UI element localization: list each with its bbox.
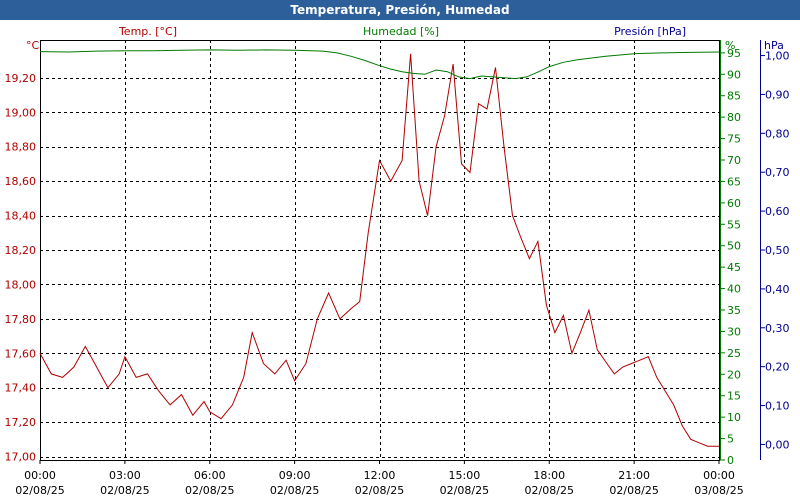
temp-tick-label: 18,00: [5, 278, 37, 291]
humidity-tick-label: 45: [727, 261, 741, 274]
series-layer: [39, 49, 720, 447]
temp-tick-label: 18,20: [5, 244, 37, 257]
x-tick-date: 02/08/25: [15, 484, 64, 497]
x-tick-time: 18:00: [533, 469, 565, 482]
humidity-tick-label: 10: [727, 411, 741, 424]
pressure-tick-label: 0,40: [765, 283, 790, 296]
x-tick-time: 15:00: [449, 469, 481, 482]
humidity-tick-label: 5: [727, 433, 734, 446]
x-tick-time: 03:00: [109, 469, 141, 482]
humidity-series-line: [39, 49, 720, 80]
x-tick-date: 02/08/25: [525, 484, 574, 497]
weather-chart: °C 17,00 17,20 17,40 17,60 17,80 18,00 18,20 18,…: [5, 25, 790, 497]
x-tick-time: 06:00: [194, 469, 226, 482]
chart-title: Temperatura, Presión, Humedad: [0, 0, 800, 20]
x-tick-time: 12:00: [364, 469, 396, 482]
pressure-tick-label: 0,80: [765, 127, 790, 140]
x-tick-date: 02/08/25: [185, 484, 234, 497]
humidity-tick-label: 80: [727, 111, 741, 124]
pressure-tick-label: 0,50: [765, 244, 790, 257]
temp-unit-label: °C: [26, 39, 40, 52]
x-tick-date: 02/08/25: [100, 484, 149, 497]
temp-tick-label: 18,40: [5, 210, 37, 223]
temp-tick-label: 18,80: [5, 141, 37, 154]
temp-tick-label: 17,20: [5, 416, 37, 429]
legend-entry-humidity: Humedad [%]: [363, 25, 439, 38]
legend-entry-temp: Temp. [°C]: [118, 25, 177, 38]
temp-tick-label: 17,60: [5, 347, 37, 360]
humidity-tick-label: 0: [727, 454, 734, 467]
x-tick-date: 02/08/25: [270, 484, 319, 497]
humidity-tick-label: 50: [727, 240, 741, 253]
x-axis: 00:00 02/08/25 03:00 02/08/25 06:00 02/08/25 0…: [15, 460, 744, 497]
temp-axis: °C 17,00 17,20 17,40 17,60 17,80 18,00 18,20 18,…: [5, 39, 40, 464]
x-tick-date: 02/08/25: [609, 484, 658, 497]
temp-tick-label: 19,00: [5, 106, 37, 119]
x-tick-time: 09:00: [279, 469, 311, 482]
humidity-unit-label: %: [725, 39, 735, 52]
humidity-tick-label: 40: [727, 283, 741, 296]
temp-tick-label: 17,80: [5, 313, 37, 326]
legend: Temp. [°C] Humedad [%] Presión [hPa]: [118, 25, 686, 38]
pressure-tick-label: 0,20: [765, 361, 790, 374]
pressure-tick-label: 0,90: [765, 88, 790, 101]
humidity-tick-label: 20: [727, 368, 741, 381]
pressure-tick-label: 1,00: [765, 50, 790, 63]
temp-tick-label: 17,40: [5, 382, 37, 395]
humidity-tick-label: 25: [727, 347, 741, 360]
x-tick-time: 00:00: [703, 469, 735, 482]
pressure-axis: hPa 0,00 0,10 0,20 0,30 0,40 0,50 0,60 0,70 0,80 0…: [760, 39, 790, 460]
temperature-series-line: [39, 53, 719, 447]
grid-lines: [40, 40, 719, 460]
x-tick-date: 02/08/25: [440, 484, 489, 497]
x-tick-date: 03/08/25: [694, 484, 743, 497]
pressure-tick-label: 0,70: [765, 166, 790, 179]
temp-tick-label: 18,60: [5, 175, 37, 188]
pressure-tick-label: 0,00: [765, 438, 790, 451]
humidity-tick-label: 85: [727, 90, 741, 103]
x-tick-time: 21:00: [618, 469, 650, 482]
pressure-tick-label: 0,30: [765, 322, 790, 335]
pressure-unit-label: hPa: [764, 39, 784, 52]
humidity-tick-label: 30: [727, 325, 741, 338]
legend-entry-pressure: Presión [hPa]: [614, 25, 686, 38]
humidity-tick-label: 70: [727, 154, 741, 167]
humidity-tick-label: 65: [727, 175, 741, 188]
pressure-tick-label: 0,10: [765, 400, 790, 413]
humidity-tick-label: 95: [727, 47, 741, 60]
humidity-tick-label: 35: [727, 304, 741, 317]
humidity-tick-label: 55: [727, 218, 741, 231]
temp-tick-label: 17,00: [5, 451, 37, 464]
humidity-axis: % 0 5 10 15 20 25 30 35 40 45 50 55 60 65 70 75 80 85 90 95: [720, 39, 741, 467]
humidity-tick-label: 60: [727, 197, 741, 210]
humidity-tick-label: 15: [727, 390, 741, 403]
pressure-tick-label: 0,60: [765, 205, 790, 218]
humidity-tick-label: 75: [727, 133, 741, 146]
humidity-tick-label: 90: [727, 68, 741, 81]
temp-tick-label: 19,20: [5, 72, 37, 85]
x-tick-date: 02/08/25: [355, 484, 404, 497]
x-tick-time: 00:00: [24, 469, 56, 482]
